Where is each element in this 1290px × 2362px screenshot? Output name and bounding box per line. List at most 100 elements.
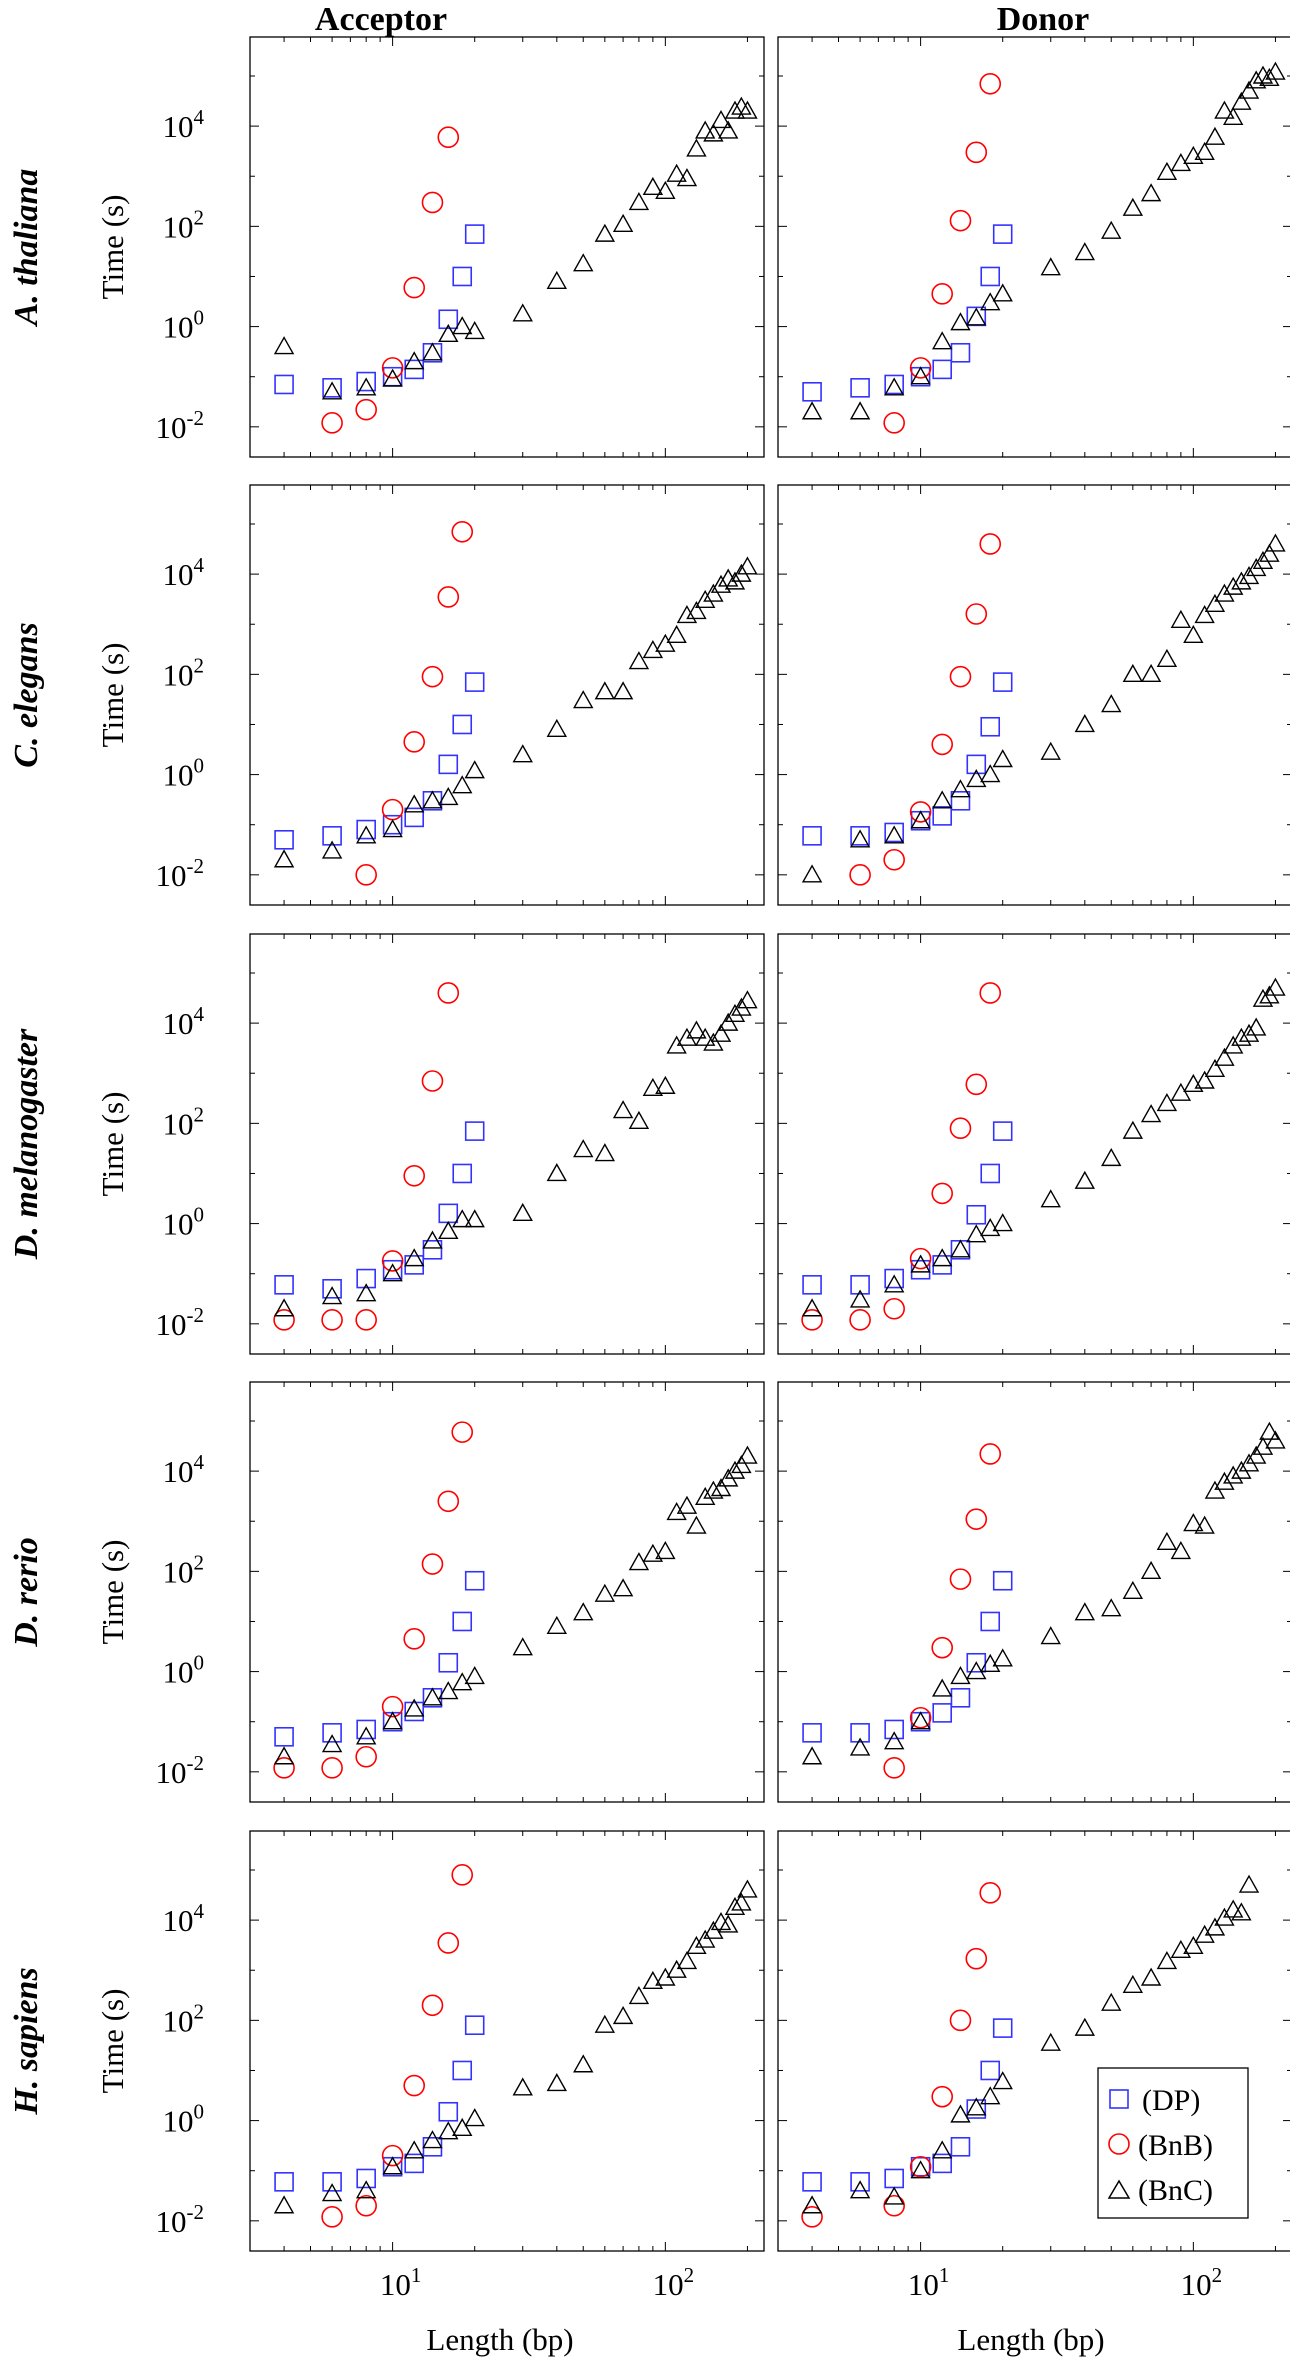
bnc-point bbox=[1040, 257, 1061, 276]
y-tick-label: 104 bbox=[163, 1002, 205, 1041]
y-tick-label: 104 bbox=[163, 1899, 205, 1938]
bnc-point bbox=[1101, 694, 1122, 713]
y-tick-label: 100 bbox=[163, 2100, 205, 2139]
bnb-point bbox=[979, 1882, 1002, 1904]
bnc-point bbox=[932, 2140, 953, 2159]
bnc-point bbox=[695, 1929, 716, 1948]
bnc-point bbox=[932, 331, 953, 350]
bnc-point bbox=[404, 1248, 425, 1267]
bnc-point bbox=[1259, 67, 1280, 86]
bnc-point bbox=[980, 2086, 1001, 2105]
tick-label-exponent: 4 bbox=[194, 553, 205, 577]
dp-point bbox=[950, 1687, 971, 1708]
bnc-point bbox=[655, 180, 676, 200]
tick-label-base: 10 bbox=[380, 2267, 411, 2302]
tick-label-base: 10 bbox=[156, 858, 187, 893]
bnc-point bbox=[1265, 1430, 1286, 1449]
bnc-point bbox=[686, 1515, 707, 1534]
bnc-point bbox=[724, 1896, 746, 1916]
dp-point bbox=[452, 266, 473, 287]
bnc-point bbox=[1074, 2017, 1096, 2036]
dp-point bbox=[884, 1268, 904, 1289]
bnc-point bbox=[724, 100, 746, 119]
bnc-point bbox=[950, 1239, 971, 1258]
bnb-point bbox=[403, 1164, 426, 1187]
bnc-point bbox=[573, 2054, 594, 2073]
dp-point bbox=[382, 1259, 403, 1280]
panel-frame bbox=[777, 36, 1290, 458]
bnc-point bbox=[1101, 1598, 1122, 1617]
bnc-point bbox=[1223, 106, 1244, 125]
bnc-point bbox=[1259, 1421, 1280, 1440]
bnc-point bbox=[512, 303, 533, 322]
bnc-point bbox=[321, 2183, 343, 2202]
y-tick-label: 102 bbox=[163, 1999, 205, 2038]
bnc-point bbox=[731, 1892, 752, 1911]
bnc-point bbox=[612, 1578, 634, 1597]
bnc-point bbox=[1074, 1170, 1096, 1189]
bnb-point bbox=[883, 1757, 905, 1779]
bnb-point bbox=[801, 1309, 823, 1331]
bnc-point bbox=[703, 1480, 724, 1499]
y-tick-label: 102 bbox=[163, 653, 205, 692]
bnc-point bbox=[1204, 126, 1226, 145]
bnc-point bbox=[676, 1950, 698, 1970]
tick-label-base: 10 bbox=[163, 1454, 194, 1489]
dp-point bbox=[356, 1719, 376, 1740]
legend-triangle-marker bbox=[1107, 2179, 1131, 2199]
dp-point bbox=[322, 1723, 342, 1743]
bnc-point bbox=[355, 377, 377, 396]
bnc-point bbox=[686, 138, 707, 157]
tick-label-exponent: 0 bbox=[194, 754, 205, 778]
panel-frame bbox=[249, 1381, 765, 1803]
y-tick-label: 102 bbox=[163, 1102, 205, 1141]
tick-label-base: 10 bbox=[156, 1307, 187, 1342]
x-axis-label-acceptor: Length (bp) bbox=[426, 2322, 573, 2357]
tick-label-exponent: 0 bbox=[194, 2100, 205, 2124]
bnb-point bbox=[421, 1553, 444, 1575]
dp-point bbox=[850, 826, 870, 846]
bnc-point bbox=[655, 1075, 676, 1094]
bnb-point bbox=[421, 1994, 444, 2017]
bnc-point bbox=[1204, 1917, 1226, 1936]
bnc-point bbox=[512, 1202, 533, 1222]
tick-label-exponent: 1 bbox=[411, 2263, 422, 2287]
bnb-point bbox=[931, 283, 954, 305]
bnc-point bbox=[666, 163, 687, 182]
bnc-point bbox=[676, 1495, 698, 1514]
tick-label-base: 10 bbox=[163, 1207, 194, 1242]
bnc-point bbox=[464, 1666, 485, 1685]
bnc-point bbox=[1259, 543, 1280, 562]
dp-point bbox=[850, 2172, 870, 2192]
bnc-point bbox=[801, 401, 823, 420]
y-axis-label: Time (s) bbox=[95, 1092, 130, 1197]
bnc-point bbox=[628, 651, 650, 670]
y-tick-label: 10-2 bbox=[156, 406, 205, 445]
tick-label-exponent: 0 bbox=[194, 306, 205, 330]
bnc-point bbox=[273, 1298, 295, 1317]
bnb-point bbox=[801, 2206, 823, 2228]
bnb-point bbox=[403, 276, 426, 299]
tick-label-exponent: 4 bbox=[194, 1002, 205, 1026]
bnc-point bbox=[628, 1110, 650, 1129]
x-tick-label: 101 bbox=[380, 2263, 422, 2302]
bnc-point bbox=[612, 2005, 634, 2025]
bnc-point bbox=[849, 1289, 871, 1308]
y-tick-label: 104 bbox=[163, 1450, 205, 1489]
tick-label-base: 10 bbox=[163, 657, 194, 692]
tick-label-exponent: 2 bbox=[684, 2263, 695, 2287]
bnc-point bbox=[642, 1077, 664, 1097]
bnc-point bbox=[1194, 1070, 1215, 1089]
bnc-point bbox=[1238, 1023, 1260, 1042]
bnc-point bbox=[1170, 609, 1192, 628]
bnc-point bbox=[966, 769, 987, 788]
bnc-point bbox=[573, 690, 594, 709]
bnb-point bbox=[883, 2194, 905, 2217]
bnc-point bbox=[464, 1209, 485, 1228]
bnc-point bbox=[932, 1678, 953, 1697]
bnc-point bbox=[717, 1012, 739, 1031]
bnc-point bbox=[710, 1023, 732, 1042]
bnb-point bbox=[931, 1182, 954, 1205]
bnc-point bbox=[1231, 91, 1252, 110]
